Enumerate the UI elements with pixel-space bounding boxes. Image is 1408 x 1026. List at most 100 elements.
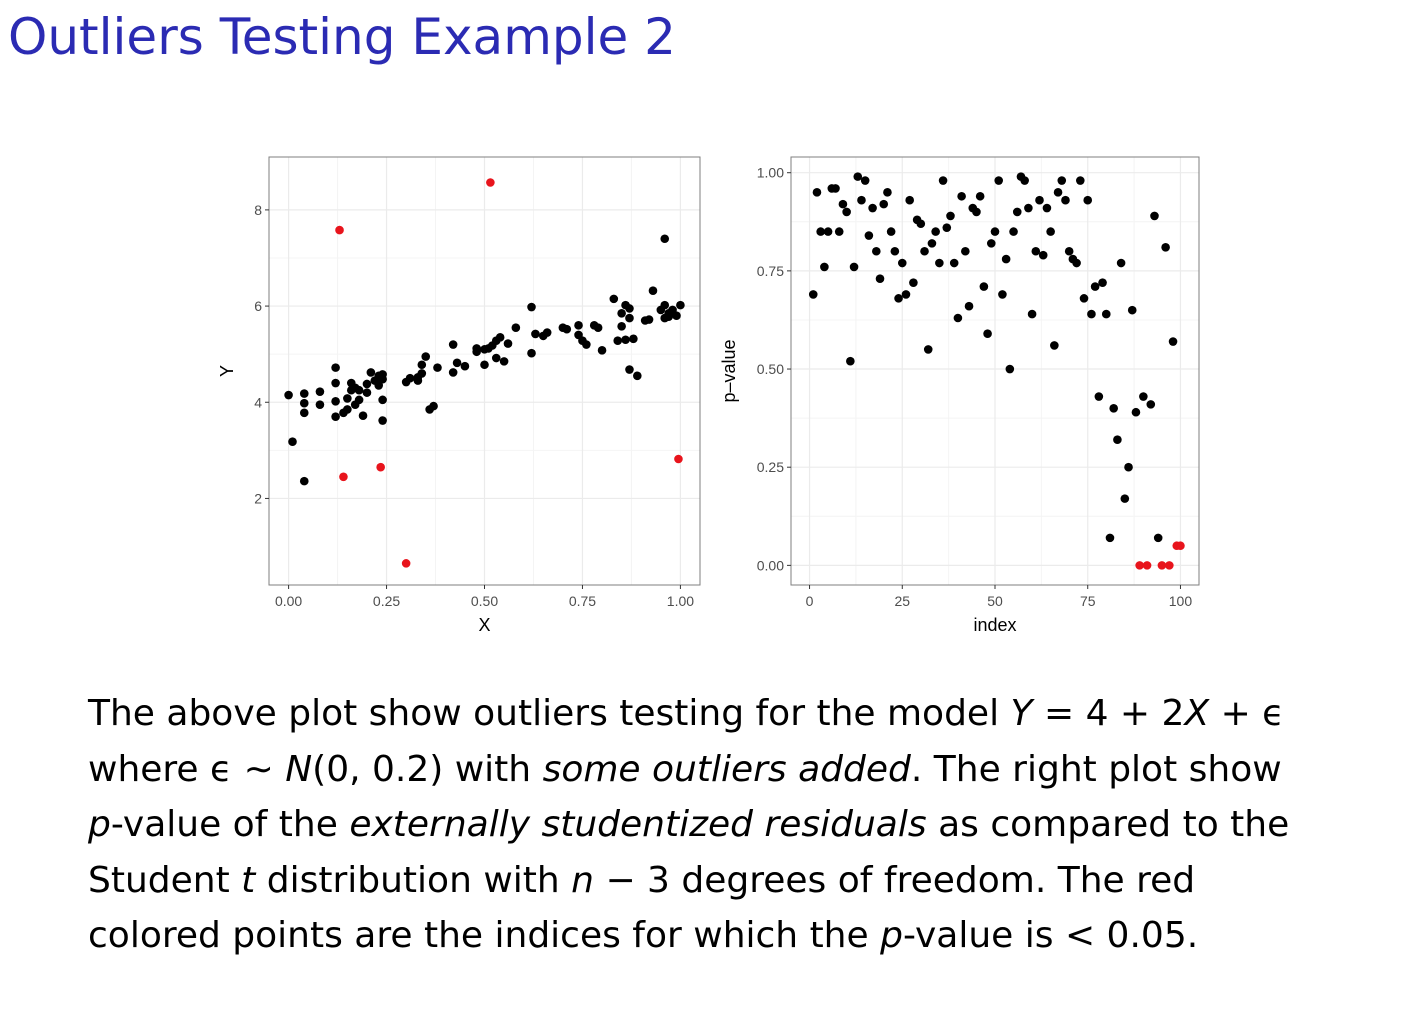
data-point (374, 381, 384, 390)
data-point (417, 360, 427, 370)
data-point (288, 437, 297, 446)
data-point (879, 199, 889, 209)
data-point (1009, 227, 1018, 236)
data-point (417, 369, 427, 378)
data-point (405, 373, 415, 383)
data-point (957, 191, 966, 201)
data-point (378, 395, 387, 405)
caption-segment: The above plot show outliers testing for… (88, 693, 1011, 734)
data-point (1076, 176, 1085, 185)
data-point (1064, 246, 1074, 256)
data-point (842, 207, 851, 217)
data-point (1087, 309, 1096, 319)
data-point (1012, 207, 1022, 217)
data-point (617, 321, 626, 331)
data-point (343, 394, 352, 403)
data-point (994, 176, 1004, 185)
data-point (542, 328, 552, 337)
data-point (299, 389, 309, 398)
data-point (1035, 195, 1044, 205)
data-point (299, 476, 309, 486)
data-point (846, 356, 855, 366)
data-point (1113, 435, 1122, 445)
caption-line: p-value of the externally studentized re… (88, 797, 1358, 853)
data-point (660, 234, 670, 244)
data-point (472, 347, 481, 357)
data-point (378, 416, 387, 425)
outlier-point (1157, 561, 1167, 570)
caption-segment: (0, 0.2) with (312, 748, 543, 790)
data-point (1105, 533, 1115, 543)
x-axis-label: index (973, 615, 1016, 635)
data-point (354, 395, 364, 405)
x-tick-label: 0.75 (569, 593, 596, 609)
data-point (1090, 282, 1100, 291)
data-point (331, 412, 340, 421)
data-point (1031, 246, 1041, 256)
data-point (857, 195, 866, 205)
data-point (644, 315, 654, 324)
data-point (1101, 309, 1111, 319)
slide-title: Outliers Testing Example 2 (8, 8, 676, 66)
data-point (1124, 462, 1133, 472)
data-point (358, 411, 368, 421)
caption-line: The above plot show outliers testing for… (88, 686, 1358, 742)
data-point (923, 345, 933, 354)
data-point (315, 387, 325, 396)
data-point (331, 396, 340, 406)
data-point (808, 290, 818, 299)
outlier-point (486, 178, 495, 187)
data-point (452, 358, 462, 368)
data-point (961, 246, 970, 256)
data-point (1139, 392, 1148, 401)
data-point (942, 223, 952, 232)
data-point (949, 258, 959, 268)
data-point (413, 376, 423, 385)
data-point (998, 290, 1007, 299)
data-point (894, 294, 903, 303)
caption-segment: some outliers added (542, 748, 911, 790)
data-point (883, 188, 892, 197)
caption-segment: -value of the (110, 804, 350, 845)
data-point (901, 290, 911, 299)
scatter-x-vs-y-chart: 0.00 0.25 0.50 0.75 1.00 2 4 6 8 X Y (217, 156, 701, 635)
data-point (990, 227, 1000, 236)
x-tick-label: 0.25 (373, 593, 400, 609)
caption-segment: = 4 + 2 (1032, 693, 1185, 734)
data-point (574, 321, 583, 330)
y-tick-label: 8 (254, 202, 262, 218)
data-point (1120, 494, 1130, 503)
x-tick-label: 100 (1169, 593, 1193, 609)
data-point (562, 324, 572, 334)
data-point (849, 262, 859, 272)
data-point (812, 188, 822, 197)
data-point (816, 227, 825, 236)
data-point (480, 360, 489, 370)
outlier-point (339, 472, 348, 482)
caption-segment: externally studentized residuals (349, 804, 927, 845)
data-point (905, 195, 914, 205)
y-tick-label: 4 (254, 394, 262, 410)
outlier-point (1176, 541, 1185, 551)
data-point (1001, 254, 1011, 264)
data-point (1053, 188, 1063, 197)
caption-segment: colored points are the indices for which… (88, 915, 881, 956)
data-point (448, 368, 458, 377)
outlier-point (335, 225, 344, 235)
y-tick-label: 0.75 (757, 263, 784, 279)
data-point (1161, 243, 1170, 252)
data-point (362, 379, 372, 389)
data-point (609, 294, 619, 304)
data-point (597, 346, 607, 355)
data-point (1083, 195, 1093, 205)
y-tick-label: 1.00 (757, 165, 784, 181)
caption-segment: distribution with (255, 859, 572, 901)
data-point (834, 227, 844, 236)
data-point (362, 388, 372, 397)
data-point (582, 340, 591, 349)
caption-segment: where ϵ ∼ (88, 748, 286, 790)
data-point (946, 211, 955, 221)
data-point (593, 323, 603, 333)
data-point (511, 323, 521, 333)
data-point (983, 329, 992, 338)
